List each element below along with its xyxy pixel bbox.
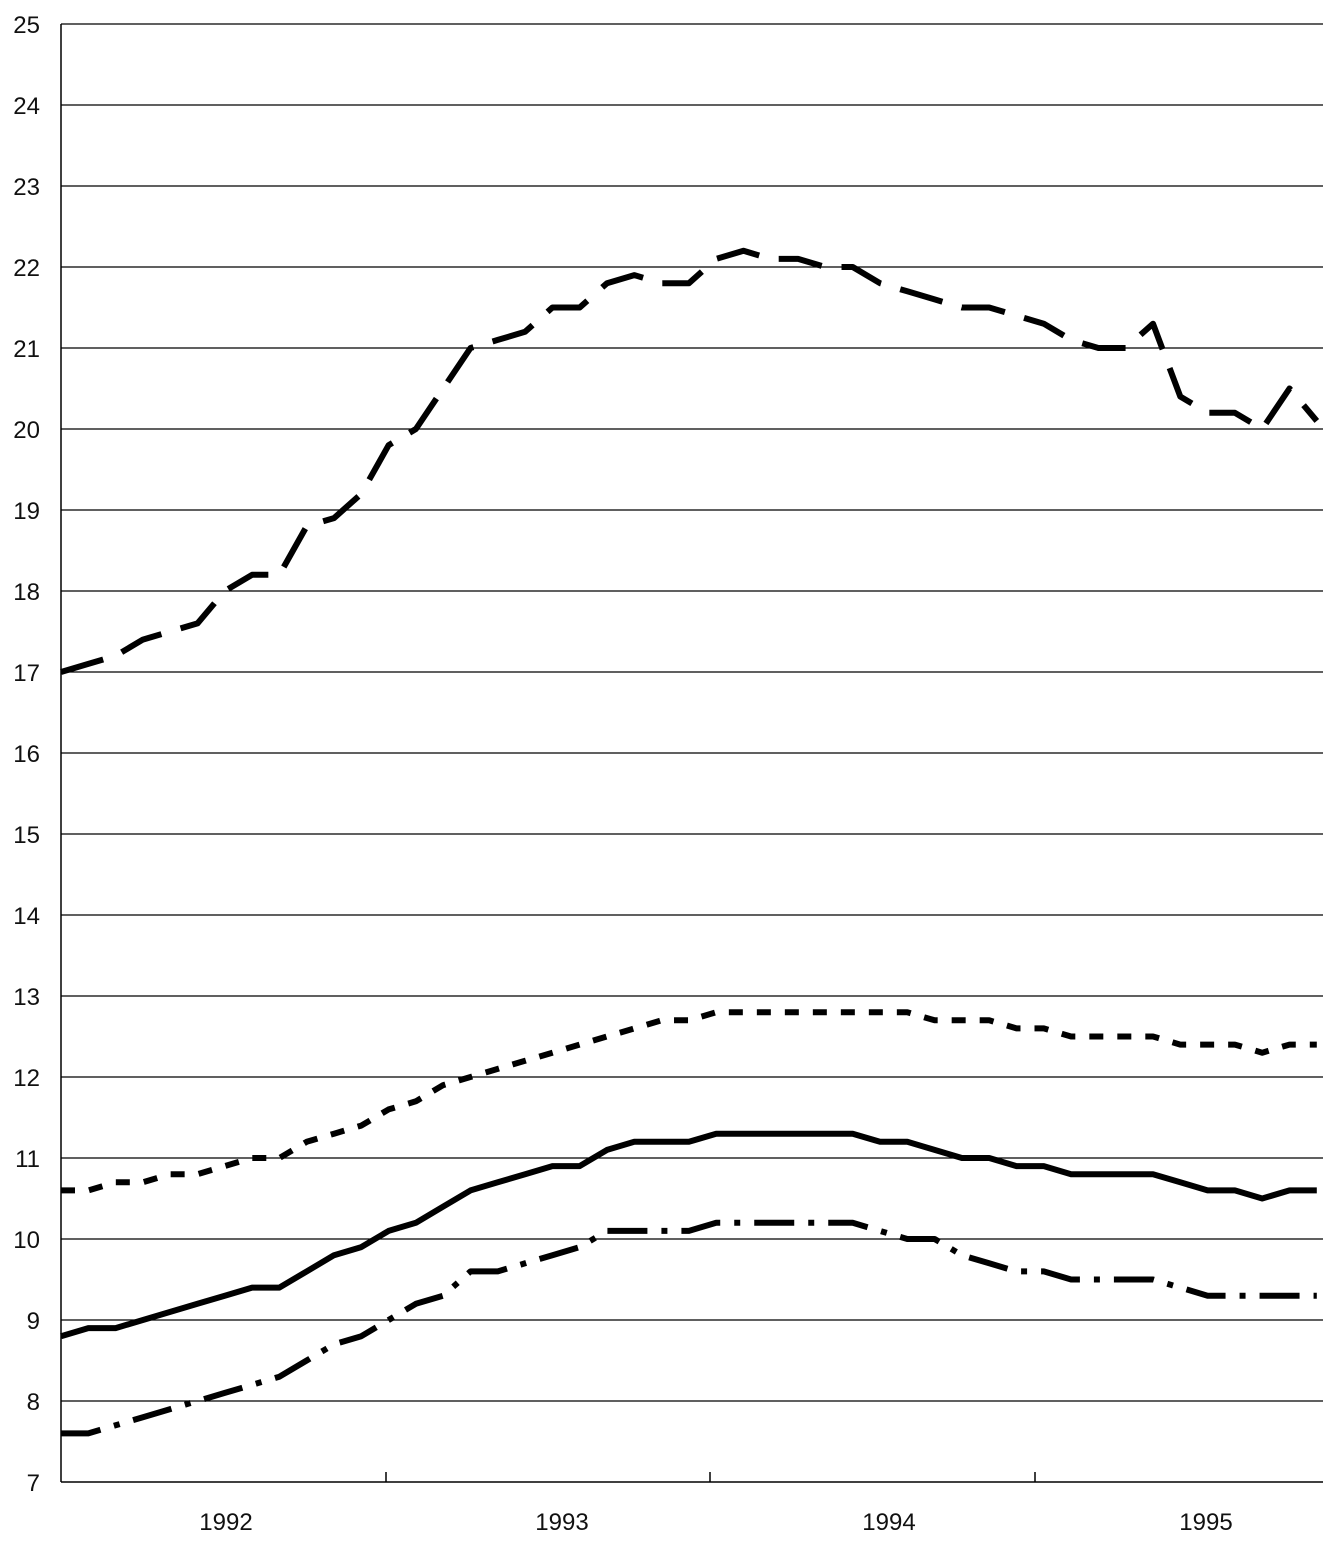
y-tick-label-16: 16 — [13, 741, 40, 768]
y-tick-label-14: 14 — [13, 903, 40, 930]
y-tick-label-7: 7 — [27, 1470, 40, 1497]
series-lines — [60, 247, 1320, 1437]
y-tick-label-20: 20 — [13, 417, 40, 444]
y-tick-label-24: 24 — [13, 93, 40, 120]
axes — [60, 24, 1323, 1483]
y-axis-tick-labels: 7 8 9 10 11 12 13 14 15 16 17 18 19 20 21 22 23 24 25 — [13, 12, 40, 1497]
y-tick-label-25: 25 — [13, 12, 40, 39]
y-tick-label-9: 9 — [27, 1308, 40, 1335]
y-tick-label-11: 11 — [15, 1146, 40, 1173]
y-tick-label-21: 21 — [13, 336, 40, 363]
series-line-dash-dot — [61, 1219, 1317, 1437]
y-tick-label-18: 18 — [13, 579, 40, 606]
y-tick-label-8: 8 — [27, 1389, 40, 1416]
y-tick-label-10: 10 — [13, 1227, 40, 1254]
gridlines — [61, 23, 1323, 1402]
y-tick-label-12: 12 — [13, 1065, 40, 1092]
x-axis-tick-labels: 1992 1993 1994 1995 — [199, 1509, 1232, 1536]
x-tick-label-1994: 1994 — [862, 1509, 915, 1536]
x-tick-label-1992: 1992 — [199, 1509, 252, 1536]
y-tick-label-17: 17 — [13, 660, 40, 687]
y-tick-label-13: 13 — [13, 984, 40, 1011]
y-tick-label-23: 23 — [13, 174, 40, 201]
x-tick-label-1995: 1995 — [1179, 1509, 1232, 1536]
y-tick-label-22: 22 — [13, 255, 40, 282]
series-line-solid — [60, 1130, 1317, 1340]
series-line-short-dash — [61, 1009, 1317, 1194]
series-line-long-dash — [60, 247, 1320, 675]
y-tick-label-15: 15 — [13, 822, 40, 849]
y-tick-label-19: 19 — [13, 498, 40, 525]
x-tick-label-1993: 1993 — [535, 1509, 588, 1536]
